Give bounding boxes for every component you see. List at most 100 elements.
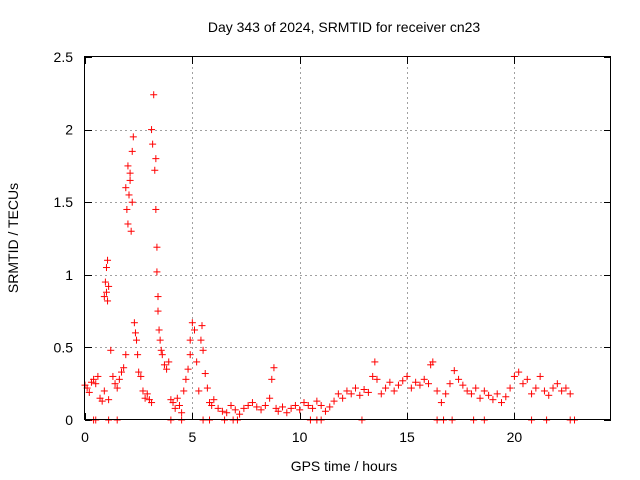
data-point (364, 388, 372, 396)
data-point (133, 336, 141, 344)
data-point (125, 191, 133, 199)
data-point (173, 394, 181, 402)
data-point (124, 162, 132, 170)
data-point (90, 375, 98, 383)
data-point (553, 380, 561, 388)
data-point (356, 391, 364, 399)
data-point (566, 390, 574, 398)
data-point (154, 307, 162, 315)
data-point (334, 390, 342, 398)
data-point (123, 205, 131, 213)
data-point (493, 390, 501, 398)
data-point (317, 401, 325, 409)
data-point (197, 336, 205, 344)
data-point (184, 365, 192, 373)
data-point (373, 375, 381, 383)
y-axis-label: SRMTID / TECUs (5, 183, 21, 293)
data-point (450, 367, 458, 375)
data-point (198, 322, 206, 330)
data-point (416, 381, 424, 389)
data-point (442, 390, 450, 398)
data-point (139, 387, 147, 395)
data-point (171, 404, 179, 412)
data-point (257, 406, 265, 414)
data-point (403, 372, 411, 380)
data-point (489, 396, 497, 404)
data-points (81, 91, 579, 424)
data-point (476, 394, 484, 402)
data-point (105, 396, 113, 404)
data-point (129, 133, 137, 141)
data-point (382, 384, 390, 392)
data-point (463, 387, 471, 395)
data-point (480, 387, 488, 395)
data-point (330, 397, 338, 405)
data-point (304, 401, 312, 409)
data-point (180, 387, 188, 395)
grid-lines (85, 57, 611, 420)
data-point (236, 410, 244, 418)
data-point (309, 404, 317, 412)
data-point (343, 387, 351, 395)
data-point (137, 372, 145, 380)
data-point (109, 372, 117, 380)
data-point (558, 387, 566, 395)
data-point (210, 396, 218, 404)
data-point (420, 375, 428, 383)
data-point (101, 278, 109, 286)
data-point (148, 126, 156, 134)
data-point (266, 394, 274, 402)
data-point (115, 375, 123, 383)
data-point (532, 384, 540, 392)
data-point (274, 407, 282, 415)
data-point (130, 319, 138, 327)
data-point (190, 326, 198, 334)
data-point (104, 297, 112, 305)
tick-labels: 0 5 10 15 20 0 0.5 1 1.5 2 2.5 (54, 49, 523, 445)
data-point (105, 282, 113, 290)
data-point (152, 155, 160, 163)
data-point (141, 394, 149, 402)
data-point (178, 409, 186, 417)
data-point (208, 401, 216, 409)
data-point (498, 399, 506, 407)
data-point (214, 404, 222, 412)
data-point (111, 380, 119, 388)
plot-frame (84, 56, 611, 420)
data-point (549, 384, 557, 392)
data-point (128, 198, 136, 206)
data-point (104, 256, 112, 264)
data-point (347, 390, 355, 398)
x-tick-label: 10 (292, 429, 308, 445)
axis-ticks (85, 57, 611, 421)
data-point (485, 391, 493, 399)
data-point (407, 384, 415, 392)
data-point (515, 368, 523, 376)
data-point (240, 404, 248, 412)
data-point (321, 407, 329, 415)
data-point (313, 397, 321, 405)
data-point (148, 399, 156, 407)
data-point (126, 176, 134, 184)
data-point (352, 384, 360, 392)
data-point (128, 147, 136, 155)
data-point (157, 346, 165, 354)
data-point (386, 378, 394, 386)
data-point (523, 375, 531, 383)
data-point (519, 380, 527, 388)
data-point (545, 391, 553, 399)
data-point (85, 388, 93, 396)
y-tick-label: 0.5 (54, 339, 74, 355)
data-point (268, 375, 276, 383)
data-point (279, 403, 287, 411)
data-point (150, 91, 158, 99)
data-point (186, 336, 194, 344)
data-point (506, 384, 514, 392)
x-tick-label: 15 (399, 429, 415, 445)
data-point (377, 390, 385, 398)
data-point (102, 288, 110, 296)
data-point (455, 375, 463, 383)
data-point (100, 293, 108, 301)
data-point (186, 351, 194, 359)
